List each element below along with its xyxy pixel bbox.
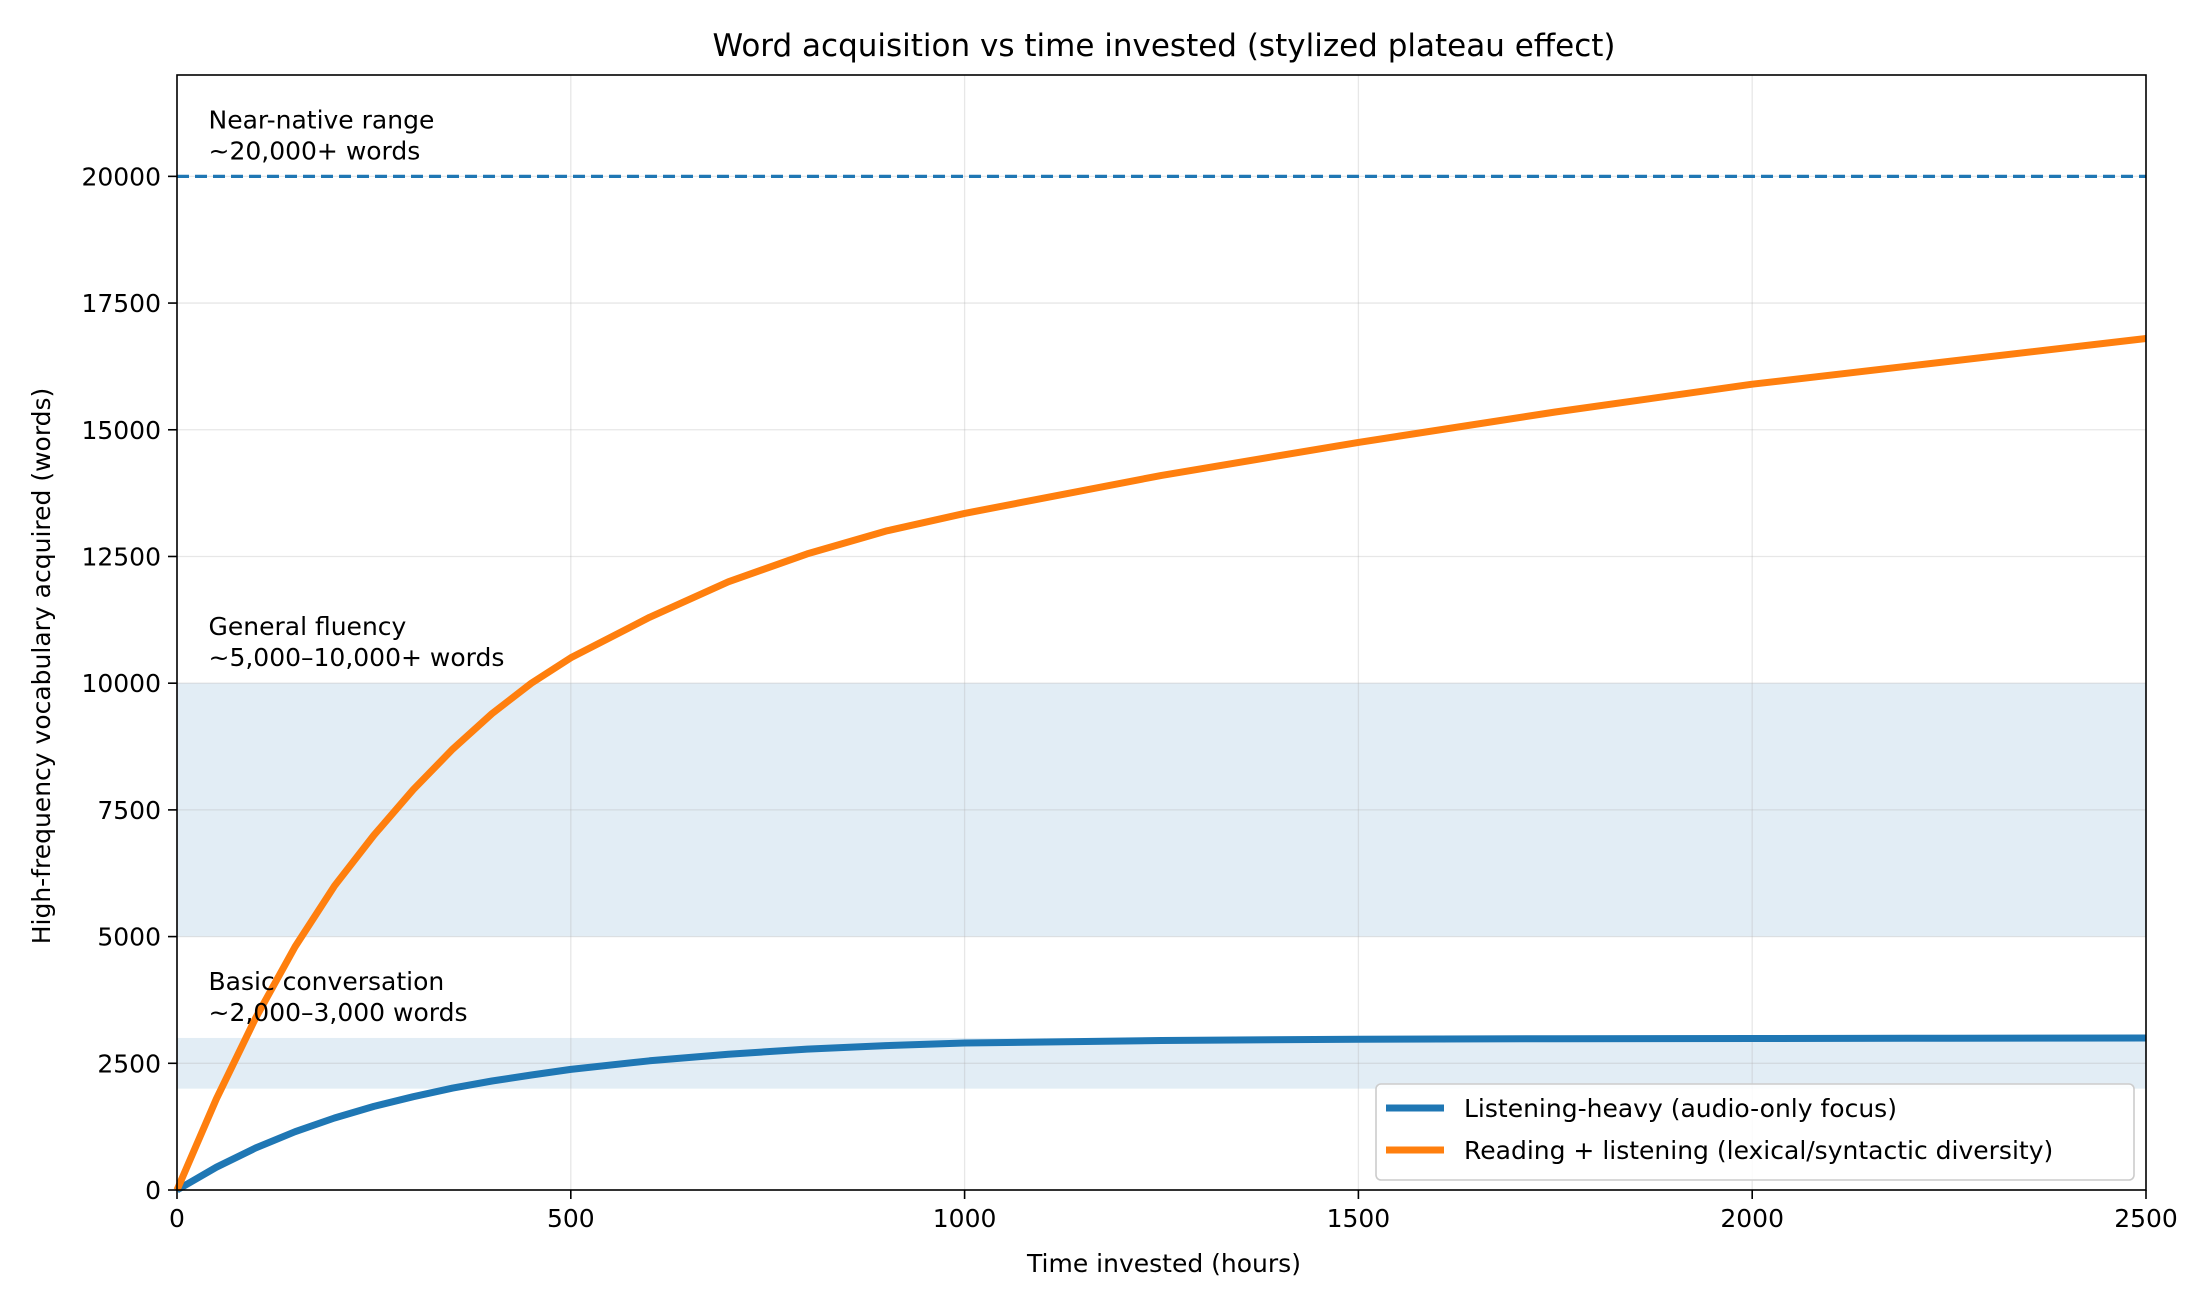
annotation-general-fluency-line: ~5,000–10,000+ words: [209, 643, 505, 672]
y-axis-label: High-frequency vocabulary acquired (word…: [27, 388, 56, 945]
y-tick-label: 17500: [81, 289, 161, 318]
annotation-near-native-line: ~20,000+ words: [209, 136, 421, 165]
x-tick-label: 500: [547, 1204, 595, 1233]
annotation-basic-conversation-line: Basic conversation: [209, 967, 445, 996]
annotation-basic-conversation: Basic conversation ~2,000–3,000 words: [209, 967, 468, 1027]
series-line-1: [175, 1034, 2147, 1194]
x-tick-label: 1500: [1327, 1204, 1391, 1233]
series-line-2: [173, 335, 2147, 1192]
axes-frame: [176, 74, 2147, 1191]
x-tick-label: 0: [169, 1204, 185, 1233]
annotation-near-native: Near-native range ~20,000+ words: [209, 105, 435, 165]
legend-label-2: Reading + listening (lexical/syntactic d…: [1464, 1136, 2053, 1165]
y-tick-label: 2500: [97, 1049, 161, 1078]
x-axis-label: Time invested (hours): [1026, 1249, 1301, 1278]
annotation-basic-conversation-line: ~2,000–3,000 words: [209, 998, 468, 1027]
y-tick-label: 0: [145, 1176, 161, 1205]
annotation-general-fluency: General fluency ~5,000–10,000+ words: [209, 612, 505, 672]
plot-area: [177, 75, 2146, 1190]
x-tick-label: 2500: [2114, 1204, 2178, 1233]
y-tick-label: 12500: [81, 542, 161, 571]
y-tick-label: 5000: [97, 923, 161, 952]
y-tick-label: 15000: [81, 416, 161, 445]
annotation-near-native-line: Near-native range: [209, 105, 435, 134]
legend-label-1: Listening-heavy (audio-only focus): [1464, 1094, 1897, 1123]
y-tick-label: 20000: [81, 162, 161, 191]
x-tick-label: 2000: [1720, 1204, 1784, 1233]
legend: [1375, 1083, 2135, 1181]
annotation-general-fluency-line: General fluency: [209, 612, 407, 641]
chart-title: Word acquisition vs time invested (styli…: [713, 28, 1616, 64]
x-tick-label: 1000: [933, 1204, 997, 1233]
y-tick-label: 10000: [81, 669, 161, 698]
general-fluency-band: [177, 683, 2146, 937]
y-tick-label: 7500: [97, 796, 161, 825]
